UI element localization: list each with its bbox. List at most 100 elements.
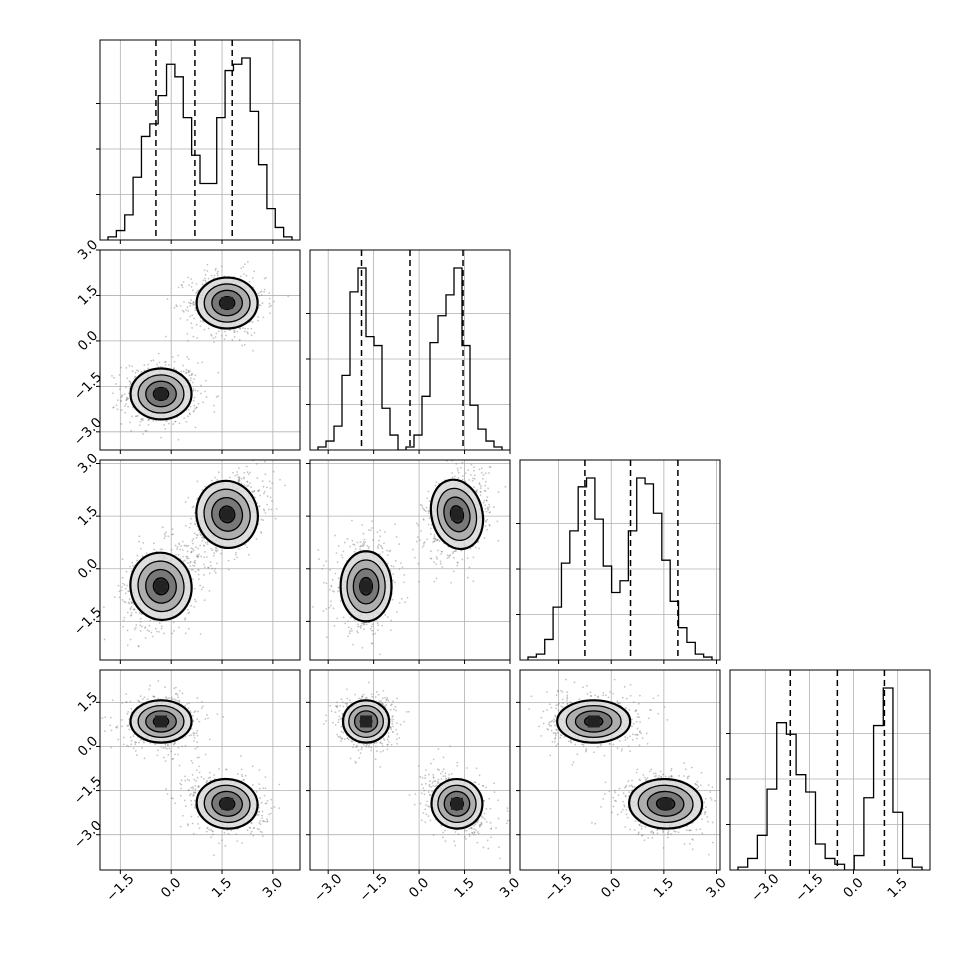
scatter-point [147,367,150,370]
scatter-point [380,546,383,548]
scatter-point [472,580,475,583]
scatter-point [143,696,146,699]
scatter-point [383,531,386,533]
scatter-point [191,762,194,764]
scatter-point [369,529,372,532]
scatter-point [257,319,260,322]
scatter-point [194,598,196,601]
scatter-point [456,561,459,564]
scatter-point [227,559,230,562]
scatter-point [126,629,129,632]
scatter-point [162,756,165,759]
scatter-point [206,263,209,266]
scatter-point [260,518,263,521]
scatter-point [204,718,207,720]
scatter-point [133,628,136,631]
scatter-point [166,743,169,746]
scatter-point [379,544,382,547]
scatter-point [378,539,380,542]
scatter-point [412,548,414,551]
scatter-point [252,491,254,493]
scatter-point [260,801,263,804]
scatter-point [121,394,124,397]
scatter-point [124,601,127,604]
scatter-point [167,744,169,747]
scatter-point [194,374,197,377]
scatter-point [123,583,126,586]
scatter-point [141,555,144,558]
scatter-point [374,632,377,635]
scatter-point [250,821,252,824]
scatter-point [103,638,106,641]
scatter-point [194,710,197,712]
scatter-point [484,508,487,510]
scatter-point [201,488,204,491]
scatter-point [349,545,351,548]
scatter-point [143,364,146,367]
scatter-point [203,556,206,558]
scatter-point [172,757,175,760]
scatter-point [191,327,193,329]
scatter-point [206,827,209,830]
scatter-point [432,541,434,543]
scatter-point [130,708,133,710]
scatter-point [257,489,259,492]
scatter-point [251,446,253,448]
scatter-point [157,352,160,355]
scatter-point [118,374,121,376]
scatter-point [166,747,168,750]
scatter-point [435,563,438,565]
scatter-point [330,584,333,587]
scatter-point [466,576,469,579]
scatter-point [401,566,404,569]
scatter-point [134,741,137,744]
density-peak [155,580,168,593]
scatter-point [186,355,189,358]
scatter-point [186,555,189,558]
scatter-point [266,821,269,823]
scatter-point [376,622,379,624]
scatter-point [171,533,173,536]
scatter-point [419,539,421,542]
density-peak [221,297,234,310]
scatter-point [245,465,248,468]
scatter-point [132,735,135,738]
scatter-point [181,814,184,817]
panel-plot-2-2 [520,460,720,660]
scatter-point [188,734,191,737]
scatter-point [192,387,195,390]
scatter-point [398,602,401,604]
scatter-point [196,555,199,558]
scatter-point [190,815,193,818]
scatter-point [452,570,455,573]
scatter-point [340,554,343,557]
scatter-point [208,572,211,575]
scatter-point [334,534,336,537]
scatter-point [480,471,483,474]
scatter-point [194,747,197,750]
scatter-point [195,600,197,603]
scatter-point [224,330,226,333]
scatter-point [197,555,200,558]
scatter-point [130,739,133,742]
scatter-point [362,532,365,535]
scatter-point [207,717,209,720]
scatter-point [360,624,363,627]
scatter-point [117,738,120,741]
scatter-point [173,360,176,363]
density-peak [450,508,463,521]
scatter-point [192,568,194,571]
scatter-point [120,366,122,369]
scatter-point [132,564,134,567]
scatter-point [196,534,199,537]
scatter-point [363,538,366,541]
scatter-point [264,802,267,805]
scatter-point [239,327,242,330]
scatter-point [122,743,125,746]
scatter-point [195,536,198,539]
scatter-point [184,544,187,547]
scatter-point [248,280,251,283]
scatter-point [255,790,258,793]
scatter-point [164,696,167,699]
scatter-point [455,463,458,465]
